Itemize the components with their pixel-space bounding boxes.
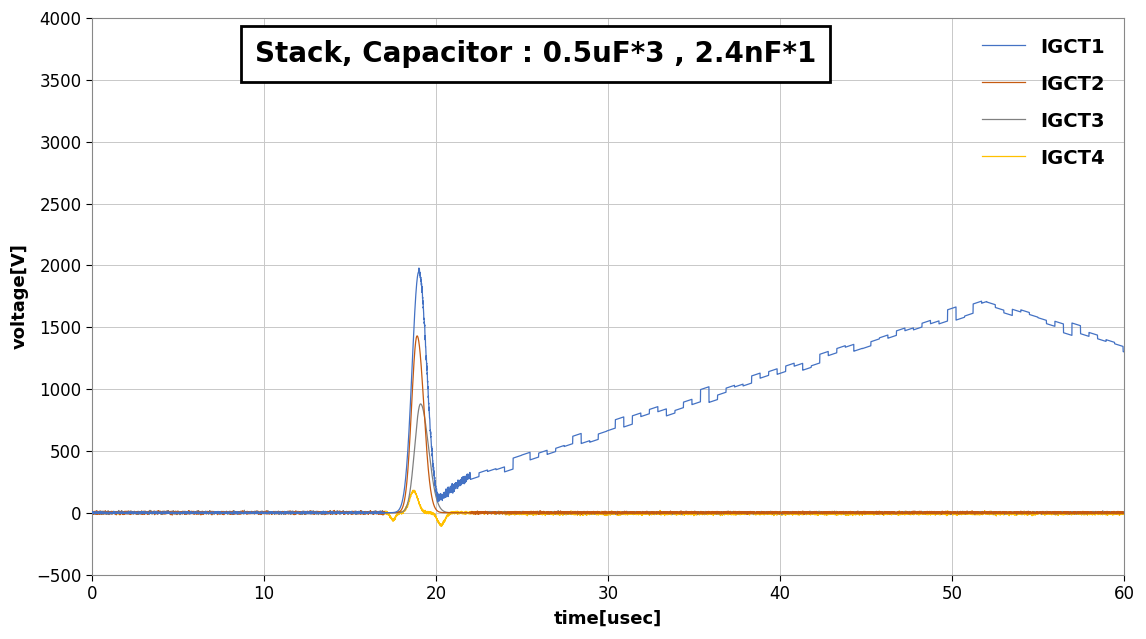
IGCT1 — [85, 509, 99, 517]
IGCT4 — [628, 511, 642, 518]
IGCT2 — [85, 509, 99, 516]
IGCT3 — [85, 510, 99, 518]
IGCT1 — [140, 509, 154, 517]
IGCT4 — [407, 486, 421, 494]
IGCT2 — [166, 511, 180, 519]
IGCT2 — [410, 332, 424, 340]
IGCT3 — [614, 509, 628, 517]
Y-axis label: voltage[V]: voltage[V] — [11, 243, 29, 350]
IGCT1 — [713, 390, 727, 398]
IGCT2 — [614, 508, 628, 516]
IGCT3 — [628, 508, 642, 516]
IGCT4 — [238, 509, 252, 516]
IGCT3 — [140, 509, 154, 516]
IGCT1 — [1117, 348, 1131, 356]
IGCT4 — [140, 509, 154, 517]
IGCT3 — [376, 511, 390, 519]
IGCT1 — [628, 411, 642, 419]
IGCT4 — [713, 511, 727, 518]
IGCT2 — [713, 509, 727, 516]
Legend: IGCT1, IGCT2, IGCT3, IGCT4: IGCT1, IGCT2, IGCT3, IGCT4 — [972, 28, 1115, 177]
Line: IGCT3: IGCT3 — [92, 404, 1124, 515]
IGCT2 — [1117, 509, 1131, 516]
IGCT2 — [628, 509, 642, 517]
IGCT2 — [352, 507, 366, 515]
IGCT3 — [414, 400, 427, 408]
IGCT1 — [352, 509, 366, 516]
IGCT4 — [614, 509, 628, 517]
IGCT3 — [1117, 509, 1131, 516]
IGCT2 — [140, 509, 154, 516]
X-axis label: time[usec]: time[usec] — [554, 610, 662, 628]
IGCT4 — [352, 509, 366, 517]
IGCT4 — [434, 522, 448, 530]
IGCT3 — [352, 509, 366, 517]
Line: IGCT2: IGCT2 — [92, 336, 1124, 515]
IGCT1 — [413, 264, 426, 272]
IGCT3 — [238, 509, 252, 516]
IGCT2 — [238, 509, 252, 516]
IGCT4 — [85, 508, 99, 516]
Line: IGCT4: IGCT4 — [92, 490, 1124, 526]
IGCT4 — [1117, 511, 1131, 518]
IGCT3 — [713, 509, 727, 516]
IGCT1 — [238, 510, 252, 518]
Text: Stack, Capacitor : 0.5uF*3 , 2.4nF*1: Stack, Capacitor : 0.5uF*3 , 2.4nF*1 — [256, 40, 816, 68]
IGCT1 — [614, 414, 628, 422]
IGCT1 — [226, 511, 240, 518]
Line: IGCT1: IGCT1 — [92, 268, 1124, 514]
